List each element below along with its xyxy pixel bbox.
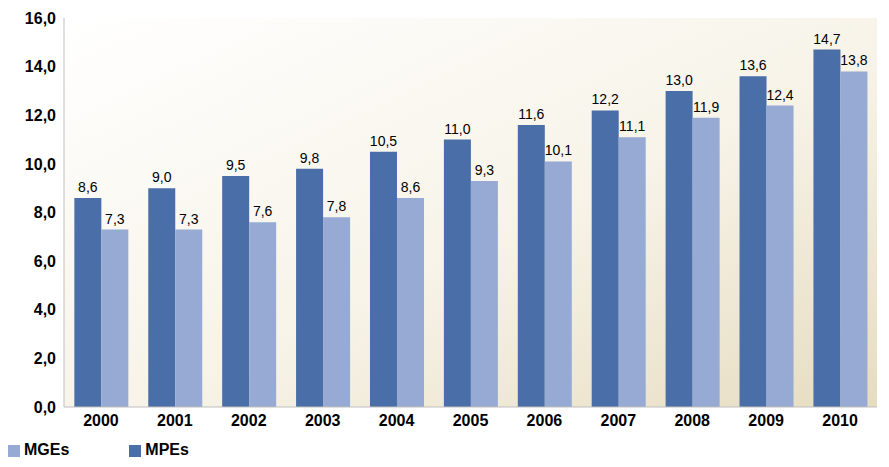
svg-text:2004: 2004	[379, 412, 415, 429]
svg-text:9,5: 9,5	[226, 157, 246, 173]
svg-text:4,0: 4,0	[34, 301, 56, 318]
svg-text:12,2: 12,2	[592, 91, 619, 107]
svg-text:11,9: 11,9	[693, 99, 719, 115]
svg-text:2006: 2006	[527, 412, 563, 429]
svg-text:0,0: 0,0	[34, 399, 56, 416]
svg-text:10,1: 10,1	[545, 142, 572, 158]
svg-text:2000: 2000	[83, 412, 119, 429]
svg-text:10,0: 10,0	[25, 156, 56, 173]
svg-text:2009: 2009	[748, 412, 784, 429]
svg-text:12,4: 12,4	[766, 87, 793, 103]
svg-text:11,6: 11,6	[518, 106, 544, 122]
svg-text:2,0: 2,0	[34, 350, 56, 367]
svg-text:13,6: 13,6	[739, 57, 766, 73]
svg-text:7,8: 7,8	[327, 198, 347, 214]
svg-text:11,1: 11,1	[619, 118, 645, 134]
svg-text:11,0: 11,0	[444, 121, 470, 137]
svg-text:2008: 2008	[674, 412, 710, 429]
svg-text:13,0: 13,0	[665, 72, 692, 88]
svg-text:7,3: 7,3	[105, 211, 125, 227]
svg-text:9,0: 9,0	[152, 169, 172, 185]
html-text:MGEs: MGEs	[24, 441, 70, 458]
svg-text:7,6: 7,6	[253, 203, 273, 219]
svg-text:14,0: 14,0	[25, 58, 56, 75]
svg-text:2010: 2010	[822, 412, 858, 429]
svg-text:14,7: 14,7	[813, 31, 840, 47]
svg-text:2003: 2003	[305, 412, 341, 429]
svg-text:2007: 2007	[601, 412, 637, 429]
svg-text:12,0: 12,0	[25, 107, 56, 124]
svg-text:7,3: 7,3	[179, 211, 199, 227]
svg-text:8,6: 8,6	[78, 179, 98, 195]
svg-text:16,0: 16,0	[25, 10, 56, 27]
svg-text:2002: 2002	[231, 412, 267, 429]
svg-text:13,8: 13,8	[840, 52, 867, 68]
svg-text:6,0: 6,0	[34, 253, 56, 270]
svg-text:8,6: 8,6	[401, 179, 421, 195]
svg-text:9,3: 9,3	[475, 162, 495, 178]
svg-text:10,5: 10,5	[370, 133, 397, 149]
svg-text:2005: 2005	[453, 412, 489, 429]
html-text:MPEs: MPEs	[145, 441, 189, 458]
svg-text:9,8: 9,8	[300, 150, 320, 166]
svg-text:8,0: 8,0	[34, 204, 56, 221]
svg-text:2001: 2001	[157, 412, 193, 429]
